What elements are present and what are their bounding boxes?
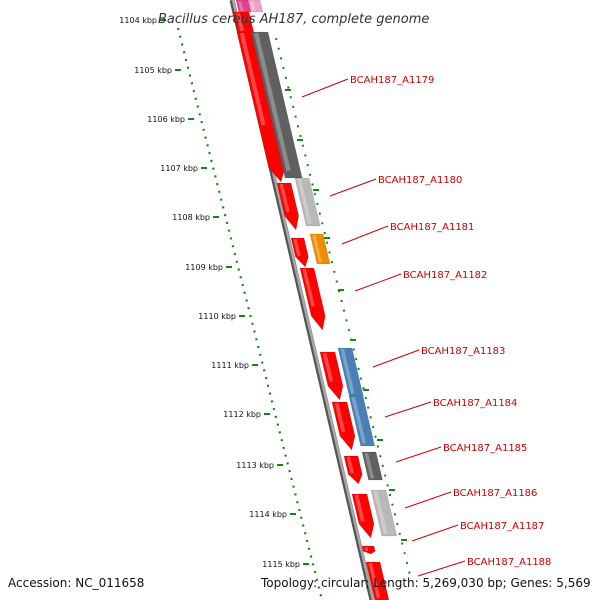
- outer-ruler: [275, 37, 411, 576]
- kbp-tick-label: 1115 kbp: [262, 560, 300, 569]
- gene-label[interactable]: BCAH187_A1188: [467, 557, 551, 568]
- gene-label-group: BCAH187_A1179 BCAH187_A1180 BCAH187_A1181 B…: [301, 75, 551, 577]
- cog-light-gray[interactable]: [294, 177, 321, 227]
- gene-label[interactable]: BCAH187_A1182: [403, 270, 487, 281]
- gene-label[interactable]: BCAH187_A1183: [421, 346, 505, 357]
- feature-highlight: [279, 183, 290, 213]
- gene-arrow-1187[interactable]: [361, 545, 376, 555]
- feature-track: [232, 0, 398, 600]
- feature-highlight: [351, 396, 367, 444]
- feature-highlight: [235, 12, 245, 32]
- feature-highlight: [346, 456, 354, 474]
- kbp-tick-label: 1105 kbp: [134, 66, 172, 75]
- feature-highlight: [373, 490, 388, 535]
- gene-leader-line: [384, 401, 432, 418]
- kbp-tick-label: 1110 kbp: [198, 312, 236, 321]
- gene-leader-line: [354, 273, 402, 292]
- gene-label[interactable]: BCAH187_A1181: [390, 222, 474, 233]
- gene-label[interactable]: BCAH187_A1180: [378, 175, 462, 186]
- kbp-tick-label: 1104 kbp: [119, 16, 157, 25]
- gene-leader-line: [404, 491, 452, 509]
- feature-highlight: [302, 268, 315, 307]
- gene-label[interactable]: BCAH187_A1187: [460, 521, 544, 532]
- feature-highlight: [239, 32, 266, 126]
- gene-label[interactable]: BCAH187_A1185: [443, 443, 527, 454]
- feature-highlight: [297, 178, 312, 225]
- gene-leader-line: [372, 349, 420, 368]
- gene-leader-line: [395, 446, 442, 463]
- gene-arrow-1182[interactable]: [299, 267, 326, 331]
- cog-blue-1[interactable]: [337, 347, 364, 397]
- gene-arrow-1185[interactable]: [343, 455, 363, 485]
- gene-arrow-1181[interactable]: [290, 237, 309, 268]
- gene-arrow-1184[interactable]: [331, 401, 356, 451]
- cog-dark-gray-2[interactable]: [361, 451, 383, 481]
- outer-ruler-line: [275, 37, 411, 576]
- feature-highlight: [238, 0, 244, 12]
- feature-pink[interactable]: [247, 0, 264, 13]
- accession-label: Accession: NC_011658: [8, 576, 144, 590]
- gene-label[interactable]: BCAH187_A1179: [350, 75, 434, 86]
- gene-label[interactable]: BCAH187_A1186: [453, 488, 537, 499]
- feature-highlight: [368, 562, 381, 599]
- kbp-tick-group: 1104 kbp 1105 kbp 1106 kbp 1107 kbp 1108 kbp…: [119, 16, 309, 569]
- kbp-tick-label: 1112 kbp: [223, 410, 261, 419]
- gene-leader-line: [341, 225, 389, 245]
- cog-orange[interactable]: [309, 233, 331, 265]
- gene-leader-line: [329, 178, 377, 197]
- feature-highlight: [364, 452, 375, 480]
- gene-leader-line: [417, 560, 466, 577]
- feature-highlight: [312, 234, 323, 263]
- kbp-tick-label: 1107 kbp: [160, 164, 198, 173]
- gene-arrow-1186[interactable]: [351, 493, 375, 539]
- feature-highlight: [254, 32, 291, 172]
- cog-blue-2[interactable]: [348, 395, 376, 447]
- gene-label[interactable]: BCAH187_A1184: [433, 398, 517, 409]
- gene-leader-line: [301, 78, 349, 98]
- feature-highlight: [334, 402, 346, 433]
- gene-arrow-1183[interactable]: [319, 351, 344, 401]
- gene-leader-line: [411, 524, 459, 542]
- feature-highlight: [364, 546, 369, 552]
- kbp-tick-label: 1108 kbp: [172, 213, 210, 222]
- gene-arrow-1180[interactable]: [276, 182, 300, 231]
- feature-highlight: [250, 0, 256, 12]
- kbp-tick-label: 1114 kbp: [249, 510, 287, 519]
- genome-summary: Topology: circular; Length: 5,269,030 bp…: [260, 576, 591, 590]
- kbp-tick-label: 1106 kbp: [147, 115, 185, 124]
- kbp-tick-label: 1113 kbp: [236, 461, 274, 470]
- gene-arrow-1188[interactable]: [365, 561, 390, 600]
- feature-highlight: [322, 352, 334, 383]
- feature-highlight: [293, 238, 301, 257]
- map-title: Bacillus cereus AH187, complete genome: [158, 12, 429, 27]
- kbp-tick-label: 1111 kbp: [211, 361, 249, 370]
- feature-highlight: [354, 494, 365, 522]
- kbp-tick-label: 1109 kbp: [185, 263, 223, 272]
- cog-light-gray-2[interactable]: [370, 489, 398, 537]
- feature-highlight: [340, 348, 355, 395]
